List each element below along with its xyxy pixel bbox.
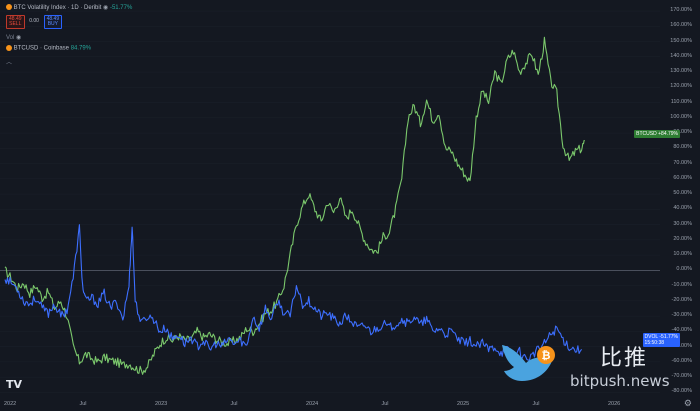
sell-button[interactable]: 48.49 SELL	[6, 15, 25, 29]
spread-value: 0.00	[29, 18, 39, 24]
y-axis-label: 120.00%	[670, 83, 692, 90]
y-axis-label: -70.00%	[671, 373, 693, 380]
eye-icon[interactable]: ◉	[16, 35, 22, 41]
y-axis-label: 130.00%	[670, 68, 692, 75]
x-axis-label: Jul	[230, 401, 238, 407]
dvol-series-line	[4, 224, 583, 361]
dvol-price-tag: DVOL -51.77% 15:50:38	[642, 333, 680, 347]
buy-button[interactable]: 48.49 BUY	[43, 15, 63, 29]
y-axis-label: 60.00%	[673, 174, 692, 181]
y-axis-label: 170.00%	[670, 7, 692, 14]
chart-title: BTC Volatility Index · 1D · Deribit	[13, 5, 102, 11]
gear-icon[interactable]: ⚙	[683, 398, 692, 408]
y-axis-label: 50.00%	[673, 190, 692, 197]
x-axis-label: 2026	[608, 401, 621, 407]
y-axis-label: 80.00%	[673, 144, 692, 151]
compare-change: 84.79%	[70, 45, 92, 52]
chart-title-row: BTC Volatility Index · 1D · Deribit ◉ -5…	[6, 4, 132, 11]
x-axis-label: Jul	[532, 401, 540, 407]
x-axis-label: 2025	[457, 401, 470, 407]
y-axis-label: -20.00%	[671, 296, 693, 303]
y-axis-label: 100.00%	[670, 113, 692, 120]
y-axis-label: 90.00%	[673, 129, 692, 136]
watermark-url: bitpush.news	[570, 372, 670, 390]
compare-symbol: BTCUSD · Coinbase	[13, 45, 70, 52]
watermark-cn: 比推	[600, 346, 649, 371]
tradingview-logo: TV	[6, 378, 23, 391]
eye-icon[interactable]: ◉	[103, 5, 109, 11]
y-axis-label: 70.00%	[673, 159, 692, 166]
bird-logo-icon: ₿	[502, 345, 555, 381]
y-axis-label: -60.00%	[671, 357, 693, 364]
btc-price-tag: BTCUSD +84.79%	[634, 130, 680, 138]
y-axis-label: -50.00%	[671, 342, 693, 349]
title-change: -51.77%	[109, 5, 133, 11]
bitcoin-icon	[6, 45, 12, 51]
y-axis-label: 10.00%	[673, 251, 692, 258]
btc-series-line	[4, 36, 586, 375]
y-axis-label: 30.00%	[673, 220, 692, 227]
y-axis-label: 40.00%	[673, 205, 692, 212]
x-axis-label: 2023	[155, 401, 168, 407]
y-axis-label: 150.00%	[670, 37, 692, 44]
y-axis-label: -10.00%	[671, 281, 693, 288]
x-axis-label: 2024	[306, 401, 319, 407]
bitcoin-icon	[6, 4, 12, 11]
y-axis-label: -30.00%	[671, 312, 693, 319]
trade-buttons-row: 48.49 SELL 0.00 48.49 BUY	[6, 15, 63, 29]
x-axis-label: 2022	[4, 401, 17, 407]
y-axis-label: 140.00%	[670, 52, 692, 59]
y-axis-label: -40.00%	[671, 327, 693, 334]
y-axis-label: 160.00%	[670, 22, 692, 29]
collapse-icon[interactable]: ︿	[6, 60, 13, 66]
y-axis-label: 20.00%	[673, 235, 692, 242]
svg-text:₿: ₿	[542, 349, 551, 362]
vol-label: Vol	[6, 35, 15, 41]
y-axis-label: 0.00%	[676, 266, 692, 273]
vol-row: Vol ◉	[6, 34, 21, 41]
y-axis-label: -80.00%	[671, 388, 693, 395]
x-axis-label: Jul	[381, 401, 389, 407]
x-axis-label: Jul	[79, 401, 87, 407]
compare-row: BTCUSD · Coinbase 84.79%	[6, 45, 91, 52]
y-axis-label: 110.00%	[670, 98, 692, 105]
